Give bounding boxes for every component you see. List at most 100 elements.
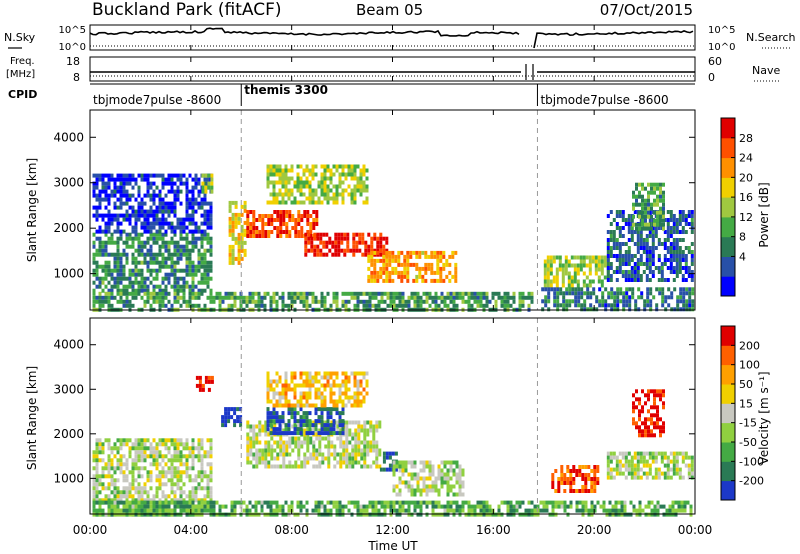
scatter-cell: [624, 242, 628, 246]
scatter-cell: [437, 500, 441, 505]
scatter-cell: [155, 494, 159, 499]
scatter-cell: [311, 291, 315, 296]
scatter-cell: [173, 288, 177, 293]
scatter-cell: [204, 189, 208, 194]
scatter-cell: [546, 275, 550, 280]
scatter-cell: [691, 307, 695, 312]
scatter-cell: [658, 287, 662, 292]
scatter-cell: [272, 407, 276, 412]
scatter-cell: [231, 220, 235, 225]
scatter-cell: [618, 234, 622, 238]
scatter-cell: [170, 478, 174, 483]
scatter-cell: [656, 393, 659, 398]
scatter-cell: [276, 214, 280, 218]
scatter-cell: [164, 181, 168, 186]
scatter-cell: [624, 278, 628, 282]
scatter-cell: [200, 466, 204, 471]
scatter-cell: [92, 486, 96, 491]
scatter-cell: [290, 371, 294, 376]
scatter-cell: [448, 278, 452, 283]
scatter-cell: [131, 470, 135, 475]
scatter-cell: [218, 512, 222, 517]
scatter-cell: [272, 387, 276, 392]
scatter-cell: [116, 512, 120, 517]
scatter-cell: [639, 459, 643, 464]
scatter-cell: [272, 180, 276, 185]
scatter-cell: [476, 504, 480, 509]
scatter-cell: [564, 255, 568, 260]
scatter-cell: [638, 222, 641, 227]
scatter-cell: [320, 192, 324, 197]
scatter-cell: [440, 291, 444, 296]
scatter-cell: [143, 240, 147, 245]
scatter-cell: [116, 252, 120, 257]
scatter-cell: [228, 232, 232, 237]
scatter-cell: [188, 490, 192, 495]
scatter-cell: [690, 471, 694, 476]
scatter-cell: [206, 454, 210, 459]
scatter-cell: [128, 205, 132, 210]
scatter-cell: [98, 295, 102, 300]
scatter-cell: [368, 291, 372, 296]
scatter-cell: [646, 291, 650, 296]
scatter-cell: [101, 288, 105, 293]
scatter-cell: [113, 181, 117, 186]
scatter-cell: [278, 295, 282, 300]
scatter-cell: [149, 185, 153, 190]
scatter-cell: [485, 291, 489, 296]
scatter-cell: [675, 459, 679, 464]
scatter-cell: [546, 267, 550, 272]
scatter-cell: [382, 250, 386, 255]
scatter-cell: [616, 299, 620, 304]
scatter-cell: [660, 451, 664, 456]
scatter-cell: [161, 205, 165, 210]
scatter-cell: [308, 391, 312, 396]
scatter-cell: [573, 267, 577, 272]
scatter-cell: [370, 254, 374, 259]
scatter-cell: [191, 197, 195, 202]
scatter-cell: [101, 458, 105, 463]
scatter-cell: [278, 403, 282, 408]
scatter-cell: [224, 415, 228, 420]
scatter-cell: [593, 465, 597, 469]
scatter-cell: [606, 238, 610, 242]
scatter-cell: [335, 407, 339, 412]
scatter-cell: [678, 230, 682, 234]
scatter-cell: [635, 222, 638, 227]
scatter-cell: [104, 299, 108, 304]
scatter-cell: [452, 299, 456, 304]
scatter-cell: [352, 252, 356, 257]
scatter-cell: [656, 417, 659, 422]
scatter-cell: [662, 210, 665, 215]
scatter-cell: [556, 295, 560, 300]
scatter-cell: [146, 512, 150, 517]
scatter-cell: [158, 303, 162, 308]
scatter-cell: [317, 415, 321, 420]
scatter-cell: [155, 450, 159, 455]
scatter-cell: [521, 295, 525, 300]
scatter-cell: [370, 278, 374, 283]
scatter-cell: [155, 240, 159, 245]
scatter-cell: [389, 295, 393, 300]
scatter-cell: [240, 204, 244, 209]
scatter-cell: [635, 389, 638, 394]
scatter-cell: [107, 486, 111, 491]
scatter-cell: [179, 268, 183, 273]
scatter-cell: [318, 436, 322, 441]
scatter-cell: [98, 252, 102, 257]
scatter-cell: [476, 299, 480, 304]
scatter-cell: [662, 405, 665, 410]
scatter-cell: [639, 230, 643, 234]
scatter-cell: [461, 291, 465, 296]
scatter-cell: [273, 424, 277, 429]
scatter-cell: [282, 452, 286, 457]
scatter-cell: [464, 512, 468, 517]
scatter-cell: [296, 500, 300, 505]
scatter-cell: [191, 500, 195, 505]
scatter-cell: [249, 428, 253, 433]
scatter-cell: [345, 436, 349, 441]
scatter-cell: [669, 258, 673, 262]
scatter-cell: [375, 440, 379, 445]
scatter-cell: [287, 291, 291, 296]
scatter-cell: [633, 262, 637, 266]
